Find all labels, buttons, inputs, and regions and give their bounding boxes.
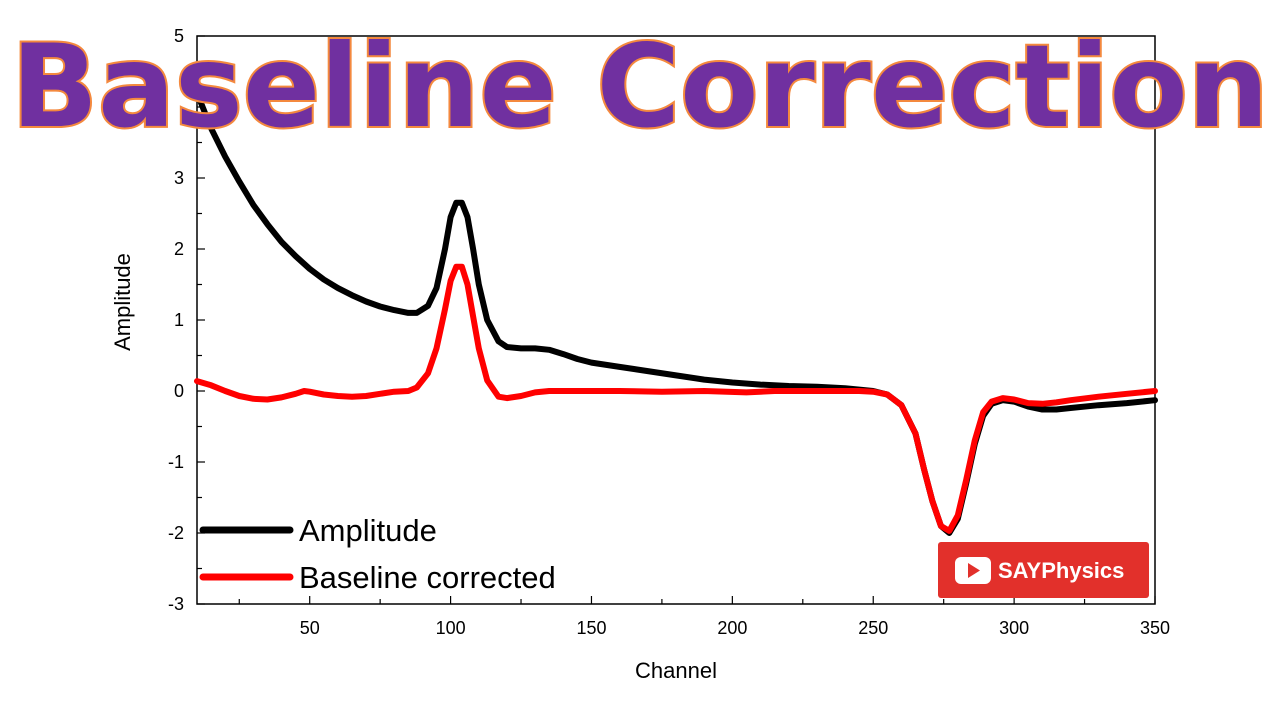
legend: Amplitude Baseline corrected <box>199 513 556 595</box>
legend-label-amplitude: Amplitude <box>299 513 437 548</box>
y-tick-label: -3 <box>168 594 184 614</box>
y-tick-label: 5 <box>174 26 184 46</box>
y-tick-label: 3 <box>174 168 184 188</box>
legend-label-baseline-corrected: Baseline corrected <box>299 560 556 595</box>
badge-background <box>938 542 1149 598</box>
x-tick-label: 100 <box>436 618 466 638</box>
banner-title: Baseline Correction <box>11 20 1269 153</box>
x-tick-label: 350 <box>1140 618 1170 638</box>
y-tick-label: -1 <box>168 452 184 472</box>
y-tick-label: 2 <box>174 239 184 259</box>
x-tick-label: 300 <box>999 618 1029 638</box>
x-tick-label: 250 <box>858 618 888 638</box>
x-tick-label: 50 <box>300 618 320 638</box>
y-tick-label: -2 <box>168 523 184 543</box>
y-tick-label: 1 <box>174 310 184 330</box>
badge-label: SAYPhysics <box>998 558 1124 583</box>
y-axis-title: Amplitude <box>110 253 135 351</box>
series-line-baseline-corrected <box>194 263 1158 534</box>
x-tick-label: 200 <box>717 618 747 638</box>
badge[interactable]: SAYPhysics <box>938 542 1149 598</box>
y-tick-label: 0 <box>174 381 184 401</box>
x-tick-label: 150 <box>576 618 606 638</box>
x-axis-title: Channel <box>635 658 717 683</box>
axis-ticks: 50 100 150 200 250 300 350 -3 -2 -1 0 1 2 3 5 <box>168 26 1170 638</box>
series-layer <box>194 89 1158 536</box>
play-icon <box>955 557 991 584</box>
series-line-amplitude <box>194 89 1158 536</box>
